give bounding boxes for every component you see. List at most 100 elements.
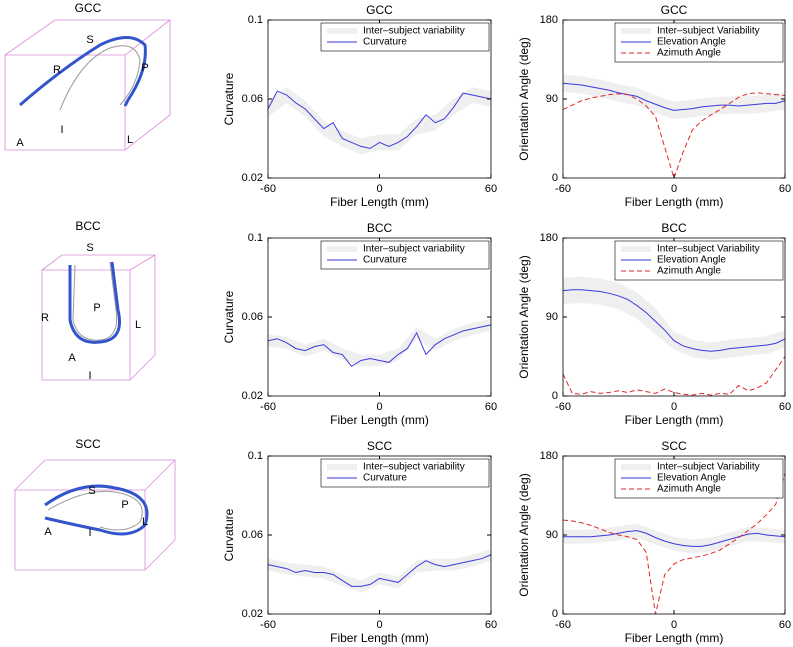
legend-label: Inter–subject Variability xyxy=(657,462,760,473)
x-tick-label: -60 xyxy=(260,401,276,413)
y-tick-label: 0.1 xyxy=(248,14,263,26)
render-title: SCC xyxy=(75,437,101,451)
orientation-label: L xyxy=(142,516,148,528)
variability-band xyxy=(268,87,491,155)
y-tick-label: 180 xyxy=(540,232,558,244)
orientation-label: P xyxy=(121,499,128,511)
x-tick-label: 0 xyxy=(671,401,677,413)
x-axis-label: Fiber Length (mm) xyxy=(330,631,429,645)
legend-label: Azimuth Angle xyxy=(657,266,721,277)
x-tick-label: 0 xyxy=(376,183,382,195)
x-tick-label: 0 xyxy=(376,619,382,631)
x-tick-label: 60 xyxy=(485,619,497,631)
orientation-label: R xyxy=(41,312,49,324)
variability-band xyxy=(268,318,491,367)
y-tick-label: 0.06 xyxy=(242,93,263,105)
legend-label: Curvature xyxy=(363,255,407,266)
x-tick-label: -60 xyxy=(555,401,571,413)
data-line xyxy=(563,530,786,547)
data-line xyxy=(562,289,786,352)
x-axis-label: Fiber Length (mm) xyxy=(330,413,429,427)
data-line xyxy=(267,90,492,149)
y-tick-label: 0.02 xyxy=(242,608,263,620)
y-tick-label: 90 xyxy=(546,529,558,541)
legend-label: Azimuth Angle xyxy=(657,48,721,59)
y-tick-label: 0.1 xyxy=(248,232,263,244)
data-line xyxy=(562,473,786,615)
legend-label: Curvature xyxy=(363,37,407,48)
variability-band xyxy=(563,74,785,120)
orientation-label: L xyxy=(127,134,133,146)
y-tick-label: 180 xyxy=(540,450,558,462)
legend-swatch xyxy=(621,464,651,470)
fiber-centerline xyxy=(19,36,149,536)
x-tick-label: -60 xyxy=(555,183,571,195)
y-tick-label: 0.02 xyxy=(242,390,263,402)
orientation-label: I xyxy=(60,124,63,136)
orientation-label: I xyxy=(88,370,91,382)
render-title: GCC xyxy=(75,1,102,15)
y-tick-label: 0 xyxy=(552,608,558,620)
x-tick-label: 0 xyxy=(671,619,677,631)
y-axis-label: Orientation Angle (deg) xyxy=(517,473,531,596)
legend-label: Inter–subject variability xyxy=(363,244,465,255)
y-axis-label: Orientation Angle (deg) xyxy=(517,255,531,378)
chart-panel: 0.02 0.06 0.1 -60 0 60 SCC Fiber Length (mm) Cur… xyxy=(222,439,497,645)
orientation-label: P xyxy=(141,62,148,74)
render-title: BCC xyxy=(75,219,101,233)
legend-label: Elevation Angle xyxy=(657,37,726,48)
x-tick-label: -60 xyxy=(555,619,571,631)
data-line xyxy=(267,324,492,368)
x-tick-label: 0 xyxy=(376,401,382,413)
orientation-label: R xyxy=(53,64,61,76)
orientation-label: S xyxy=(88,485,95,497)
chart-title: SCC xyxy=(661,439,687,453)
x-tick-label: 60 xyxy=(779,401,791,413)
bounding-box xyxy=(4,19,176,571)
y-tick-label: 0.06 xyxy=(242,529,263,541)
legend-label: Inter–subject Variability xyxy=(657,244,760,255)
y-tick-label: 90 xyxy=(546,93,558,105)
legend-swatch xyxy=(621,28,651,34)
variability-band xyxy=(563,523,785,554)
chart-title: GCC xyxy=(661,3,688,17)
legend-label: Azimuth Angle xyxy=(657,484,721,495)
x-tick-label: -60 xyxy=(260,183,276,195)
chart-title: BCC xyxy=(661,221,687,235)
y-tick-label: 90 xyxy=(546,311,558,323)
x-tick-label: 60 xyxy=(779,619,791,631)
fiber-bundle xyxy=(47,45,143,531)
data-line xyxy=(267,554,492,587)
data-line xyxy=(562,356,786,396)
x-axis-label: Fiber Length (mm) xyxy=(625,631,724,645)
chart-title: SCC xyxy=(367,439,393,453)
legend-label: Inter–subject Variability xyxy=(657,26,760,37)
legend-swatch xyxy=(327,28,357,34)
y-axis-label: Curvature xyxy=(222,72,236,125)
x-tick-label: -60 xyxy=(260,619,276,631)
x-axis-label: Fiber Length (mm) xyxy=(625,413,724,427)
orientation-label: A xyxy=(68,352,76,364)
legend-label: Elevation Angle xyxy=(657,255,726,266)
x-tick-label: 0 xyxy=(671,183,677,195)
legend-swatch xyxy=(327,246,357,252)
chart-title: BCC xyxy=(367,221,393,235)
y-axis-label: Curvature xyxy=(222,508,236,561)
legend-swatch xyxy=(327,464,357,470)
y-tick-label: 0.02 xyxy=(242,172,263,184)
orientation-label: A xyxy=(16,137,24,149)
y-axis-label: Curvature xyxy=(222,290,236,343)
chart-panel: 0.02 0.06 0.1 -60 0 60 GCC Fiber Length (mm) Cur… xyxy=(222,3,497,209)
chart-panel: 0.02 0.06 0.1 -60 0 60 BCC Fiber Length (mm) Cur… xyxy=(222,221,497,427)
y-tick-label: 0.06 xyxy=(242,311,263,323)
variability-band xyxy=(268,548,491,593)
legend-swatch xyxy=(621,246,651,252)
y-tick-label: 0.1 xyxy=(248,450,263,462)
x-tick-label: 60 xyxy=(485,183,497,195)
legend-box xyxy=(320,240,490,270)
x-tick-label: 60 xyxy=(779,183,791,195)
render-shapes xyxy=(4,19,176,571)
